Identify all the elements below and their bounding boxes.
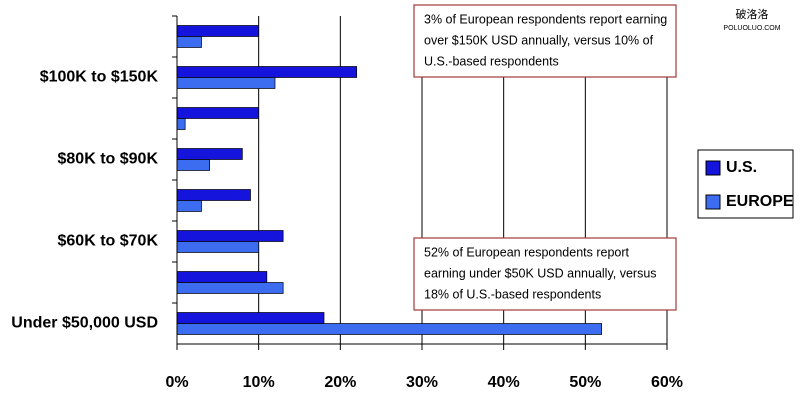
bar	[176, 323, 603, 335]
x-tick-label: 30%	[406, 374, 438, 391]
y-tick-label: $100K to $150K	[40, 69, 159, 86]
bar	[176, 77, 276, 89]
bar	[176, 200, 202, 212]
watermark-site: POLUOLUO.COM	[723, 25, 780, 32]
x-tick-label: 40%	[488, 374, 520, 391]
annotation-text: 18% of U.S.-based respondents	[424, 287, 601, 301]
bar	[176, 159, 211, 171]
bar	[176, 25, 260, 37]
bar	[176, 66, 358, 78]
bar	[176, 282, 284, 294]
x-tick-label: 20%	[324, 374, 356, 391]
annotation-box	[413, 237, 677, 311]
y-tick-label: $80K to $90K	[58, 151, 159, 168]
legend-swatch	[705, 194, 721, 210]
bar	[176, 118, 186, 130]
legend-swatch	[705, 160, 721, 176]
bar	[176, 230, 284, 242]
x-tick-label: 50%	[569, 374, 601, 391]
legend-label: U.S.	[726, 159, 757, 176]
annotation-text: over $150K USD annually, versus 10% of	[424, 33, 654, 47]
annotation-text: 52% of European respondents report	[424, 245, 630, 259]
bar	[176, 312, 325, 324]
bar	[176, 189, 251, 201]
bar	[176, 36, 202, 48]
bar	[176, 271, 268, 283]
annotation-box	[413, 4, 677, 78]
annotation-text: earning under $50K USD annually, versus	[424, 266, 657, 280]
watermark-title: 破洛洛	[736, 7, 769, 21]
legend-label: EUROPE	[726, 193, 794, 210]
annotation-text: U.S.-based respondents	[424, 54, 559, 68]
x-tick-label: 0%	[165, 374, 188, 391]
x-tick-label: 10%	[243, 374, 275, 391]
annotation-text: 3% of European respondents report earnin…	[424, 12, 667, 26]
bar	[176, 241, 260, 253]
y-tick-label: Under $50,000 USD	[11, 315, 158, 332]
x-tick-label: 60%	[651, 374, 683, 391]
y-tick-label: $60K to $70K	[58, 233, 159, 250]
bar	[176, 148, 243, 160]
bar	[176, 107, 260, 119]
